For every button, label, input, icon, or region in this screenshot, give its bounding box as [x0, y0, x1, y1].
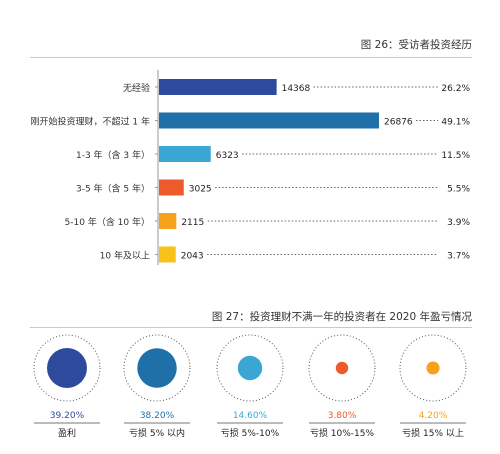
investment-experience-bar-chart: 无经验 14368 26.2% 刚开始投资理财，不超过 1 年 26876 49.1% 1-… [31, 70, 470, 265]
bar-value-label: 6323 [216, 151, 239, 161]
bubble [426, 361, 440, 375]
bubble-value-label: 4.20% [419, 411, 448, 421]
bubble-outline-ring [123, 334, 191, 402]
bar [159, 79, 277, 95]
bar-percent-label: 26.2% [441, 84, 470, 94]
bar-category-label: 3-5 年（含 5 年） [76, 183, 150, 195]
bar [159, 213, 177, 229]
bar-category-label: 刚开始投资理财，不超过 1 年 [31, 116, 150, 128]
bar-value-label: 2115 [181, 218, 204, 228]
figure-26-divider [30, 57, 472, 58]
bar [159, 146, 211, 162]
bar-percent-label: 3.7% [447, 252, 470, 262]
bubble-outline-ring [33, 334, 101, 402]
profit-loss-bubble-chart: 39.20% 盈利 38.20% 亏损 5% 以内 14.60% 亏损 5%-10% 3.8… [33, 334, 467, 439]
bubble-value-label: 38.20% [140, 411, 175, 421]
bubble-category-label: 亏损 10%-15% [310, 427, 375, 439]
bubble-value-label: 3.80% [328, 411, 357, 421]
bar-percent-label: 5.5% [447, 185, 470, 195]
bar [159, 112, 379, 129]
bubble-outline-ring [216, 334, 284, 402]
bar-percent-label: 11.5% [441, 151, 470, 161]
bubble-value-label: 14.60% [233, 411, 268, 421]
figure-26-title: 图 26：受访者投资经历 [360, 39, 472, 51]
bar [159, 179, 184, 196]
bar-value-label: 3025 [189, 185, 212, 195]
bar-category-label: 5-10 年（含 10 年） [65, 216, 150, 228]
figure-27-divider [30, 327, 472, 328]
bar [159, 246, 176, 263]
bubble-outline-ring [399, 334, 467, 402]
bar-value-label: 26876 [384, 118, 413, 128]
bubble-outline-ring [308, 334, 376, 402]
bubble-category-label: 盈利 [58, 427, 76, 439]
bar-percent-label: 49.1% [441, 118, 470, 128]
bubble-category-label: 亏损 5% 以内 [129, 427, 185, 439]
bubble-category-label: 亏损 15% 以上 [402, 427, 464, 439]
bubble [237, 355, 263, 381]
bar-value-label: 14368 [282, 84, 311, 94]
bubble-value-label: 39.20% [50, 411, 85, 421]
bar-category-label: 1-3 年（含 3 年） [76, 149, 150, 161]
bar-category-label: 10 年及以上 [100, 250, 150, 262]
bar-value-label: 2043 [181, 252, 204, 262]
bubble [335, 361, 349, 375]
figure-27-title: 图 27：投资理财不满一年的投资者在 2020 年盈亏情况 [211, 311, 472, 323]
bubble-category-label: 亏损 5%-10% [221, 427, 280, 439]
bubble [137, 348, 177, 388]
bubble [47, 348, 87, 388]
bar-category-label: 无经验 [123, 82, 150, 94]
bar-percent-label: 3.9% [447, 218, 470, 228]
